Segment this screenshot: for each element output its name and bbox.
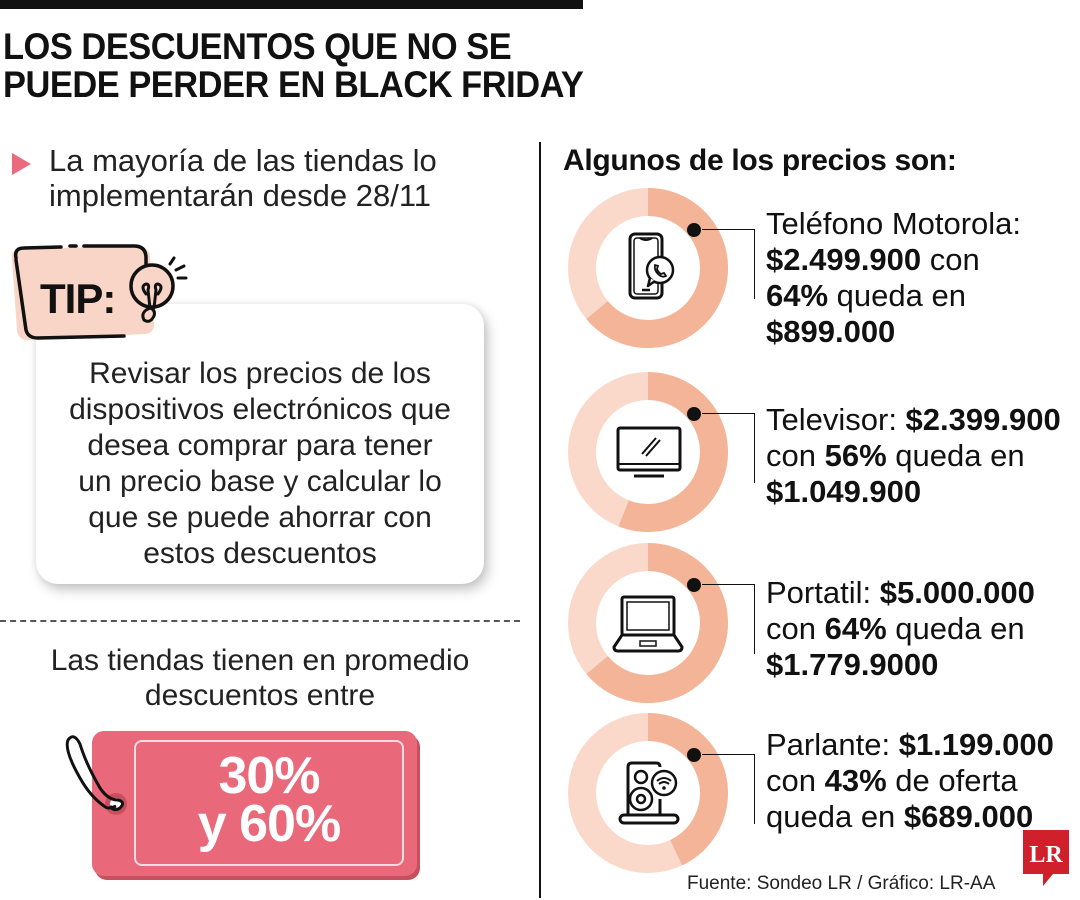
price-text: queda en bbox=[886, 438, 1025, 473]
price-text: con bbox=[766, 611, 825, 646]
average-line-1: Las tiendas tienen en promedio bbox=[50, 644, 470, 677]
intro-line-2: implementarán desde 28/11 bbox=[49, 178, 432, 213]
lightbulb-icon bbox=[129, 256, 188, 323]
price-text: de oferta bbox=[886, 763, 1018, 798]
dashed-divider bbox=[0, 620, 520, 622]
price-item-text: Parlante: $1.199.000 con 43% de oferta que… bbox=[766, 727, 1054, 835]
tip-line: Revisar los precios de los bbox=[89, 357, 431, 390]
triangle-bullet-icon bbox=[12, 153, 31, 175]
leader-line bbox=[702, 413, 755, 483]
title-line-1: LOS DESCUENTOS QUE NO SE bbox=[3, 26, 512, 67]
price-text: queda en bbox=[766, 799, 904, 834]
price-item-text: Televisor: $2.399.900 con 56% queda en $1.… bbox=[766, 402, 1061, 510]
price-line: $1.049.900 bbox=[766, 474, 1061, 510]
price-highlight: $689.000 bbox=[903, 799, 1034, 834]
tip-line: dispositivos electrónicos que bbox=[69, 393, 451, 426]
price-line: con 43% de oferta bbox=[766, 763, 1054, 799]
tip-line: estos descuentos bbox=[143, 537, 377, 570]
price-highlight: 43% bbox=[824, 763, 887, 798]
discount-donut bbox=[568, 543, 728, 703]
smartphone-whatsapp-icon bbox=[628, 232, 675, 300]
tip-tag-shape bbox=[11, 244, 154, 340]
price-text: con bbox=[766, 438, 825, 473]
intro-line-1: La mayoría de las tiendas lo bbox=[49, 143, 437, 178]
tag-string-icon bbox=[65, 735, 125, 812]
average-line-2: descuentos entre bbox=[144, 679, 376, 712]
prices-heading: Algunos de los precios son: bbox=[563, 144, 957, 177]
price-text: Parlante: bbox=[766, 727, 899, 762]
price-text: Teléfono Motorola: bbox=[766, 206, 1022, 241]
price-line: $2.499.900 con bbox=[766, 242, 1021, 278]
price-highlight: $1.199.000 bbox=[898, 727, 1054, 762]
column-divider bbox=[539, 142, 541, 898]
source-credit: Fuente: Sondeo LR / Gráfico: LR-AA bbox=[687, 873, 996, 894]
price-highlight: $1.049.900 bbox=[766, 474, 922, 509]
intro-text: La mayoría de las tiendas lo implementar… bbox=[49, 143, 437, 213]
page-title: LOS DESCUENTOS QUE NO SE PUEDE PERDER EN… bbox=[3, 26, 584, 105]
price-line: con 56% queda en bbox=[766, 438, 1061, 474]
top-rule bbox=[0, 0, 583, 9]
price-item-text: Teléfono Motorola: $2.499.900 con 64% qued… bbox=[766, 206, 1021, 350]
price-highlight: 64% bbox=[824, 611, 887, 646]
price-item-speaker: Parlante: $1.199.000 con 43% de oferta que… bbox=[560, 713, 1080, 883]
price-highlight: $1.779.9000 bbox=[766, 647, 939, 682]
tip-line: un precio base y calcular lo bbox=[78, 465, 442, 498]
price-line: queda en $689.000 bbox=[766, 799, 1054, 835]
price-line: Televisor: $2.399.900 bbox=[766, 402, 1061, 438]
svg-text:LR: LR bbox=[1029, 842, 1063, 868]
price-item-text: Portatil: $5.000.000 con 64% queda en $1.7… bbox=[766, 575, 1035, 683]
price-item-laptop: Portatil: $5.000.000 con 64% queda en $1.7… bbox=[560, 543, 1080, 713]
laptop-icon bbox=[612, 595, 684, 653]
price-highlight: 64% bbox=[766, 278, 829, 313]
tip-line: desea comprar para tener bbox=[87, 429, 433, 462]
price-line: $1.779.9000 bbox=[766, 647, 1035, 683]
leader-line bbox=[702, 754, 755, 824]
price-line: Portatil: $5.000.000 bbox=[766, 575, 1035, 611]
discount-price-tag bbox=[92, 731, 417, 876]
price-text: con bbox=[766, 763, 825, 798]
title-line-2: PUEDE PERDER EN BLACK FRIDAY bbox=[3, 64, 584, 105]
leader-line bbox=[702, 229, 755, 299]
price-text: Portatil: bbox=[766, 575, 880, 610]
television-icon bbox=[616, 426, 682, 478]
price-item-tv: Televisor: $2.399.900 con 56% queda en $1.… bbox=[560, 372, 1080, 542]
discount-range: 30% y 60% bbox=[134, 747, 404, 853]
price-highlight: $2.399.900 bbox=[905, 402, 1061, 437]
tip-line: que se puede ahorrar con bbox=[88, 501, 432, 534]
price-text: Televisor: bbox=[766, 402, 906, 437]
lr-logo: LR bbox=[1023, 830, 1069, 886]
discount-min: 30% bbox=[218, 747, 320, 805]
price-line: con 64% queda en bbox=[766, 611, 1035, 647]
speaker-icon bbox=[618, 761, 680, 825]
discount-donut bbox=[568, 713, 728, 873]
tip-label: TIP: bbox=[40, 275, 116, 322]
price-line: Parlante: $1.199.000 bbox=[766, 727, 1054, 763]
tip-card bbox=[36, 304, 484, 584]
price-text: con bbox=[921, 242, 980, 277]
discount-donut bbox=[568, 372, 728, 532]
price-tag-border bbox=[134, 740, 404, 866]
discount-donut bbox=[568, 188, 728, 348]
tip-body: Revisar los precios de los dispositivos … bbox=[36, 356, 484, 572]
price-highlight: 56% bbox=[824, 438, 887, 473]
leader-line bbox=[702, 584, 755, 654]
price-item-phone: Teléfono Motorola: $2.499.900 con 64% qued… bbox=[560, 188, 1080, 358]
price-line: 64% queda en bbox=[766, 278, 1021, 314]
price-line: Teléfono Motorola: bbox=[766, 206, 1021, 242]
discount-max: y 60% bbox=[197, 795, 341, 853]
price-highlight: $2.499.900 bbox=[766, 242, 922, 277]
price-highlight: $899.000 bbox=[766, 314, 896, 349]
price-highlight: $5.000.000 bbox=[879, 575, 1035, 610]
price-text: queda en bbox=[828, 278, 966, 313]
price-line: $899.000 bbox=[766, 314, 1021, 350]
average-text: Las tiendas tienen en promedio descuento… bbox=[0, 643, 520, 713]
price-text: queda en bbox=[886, 611, 1025, 646]
